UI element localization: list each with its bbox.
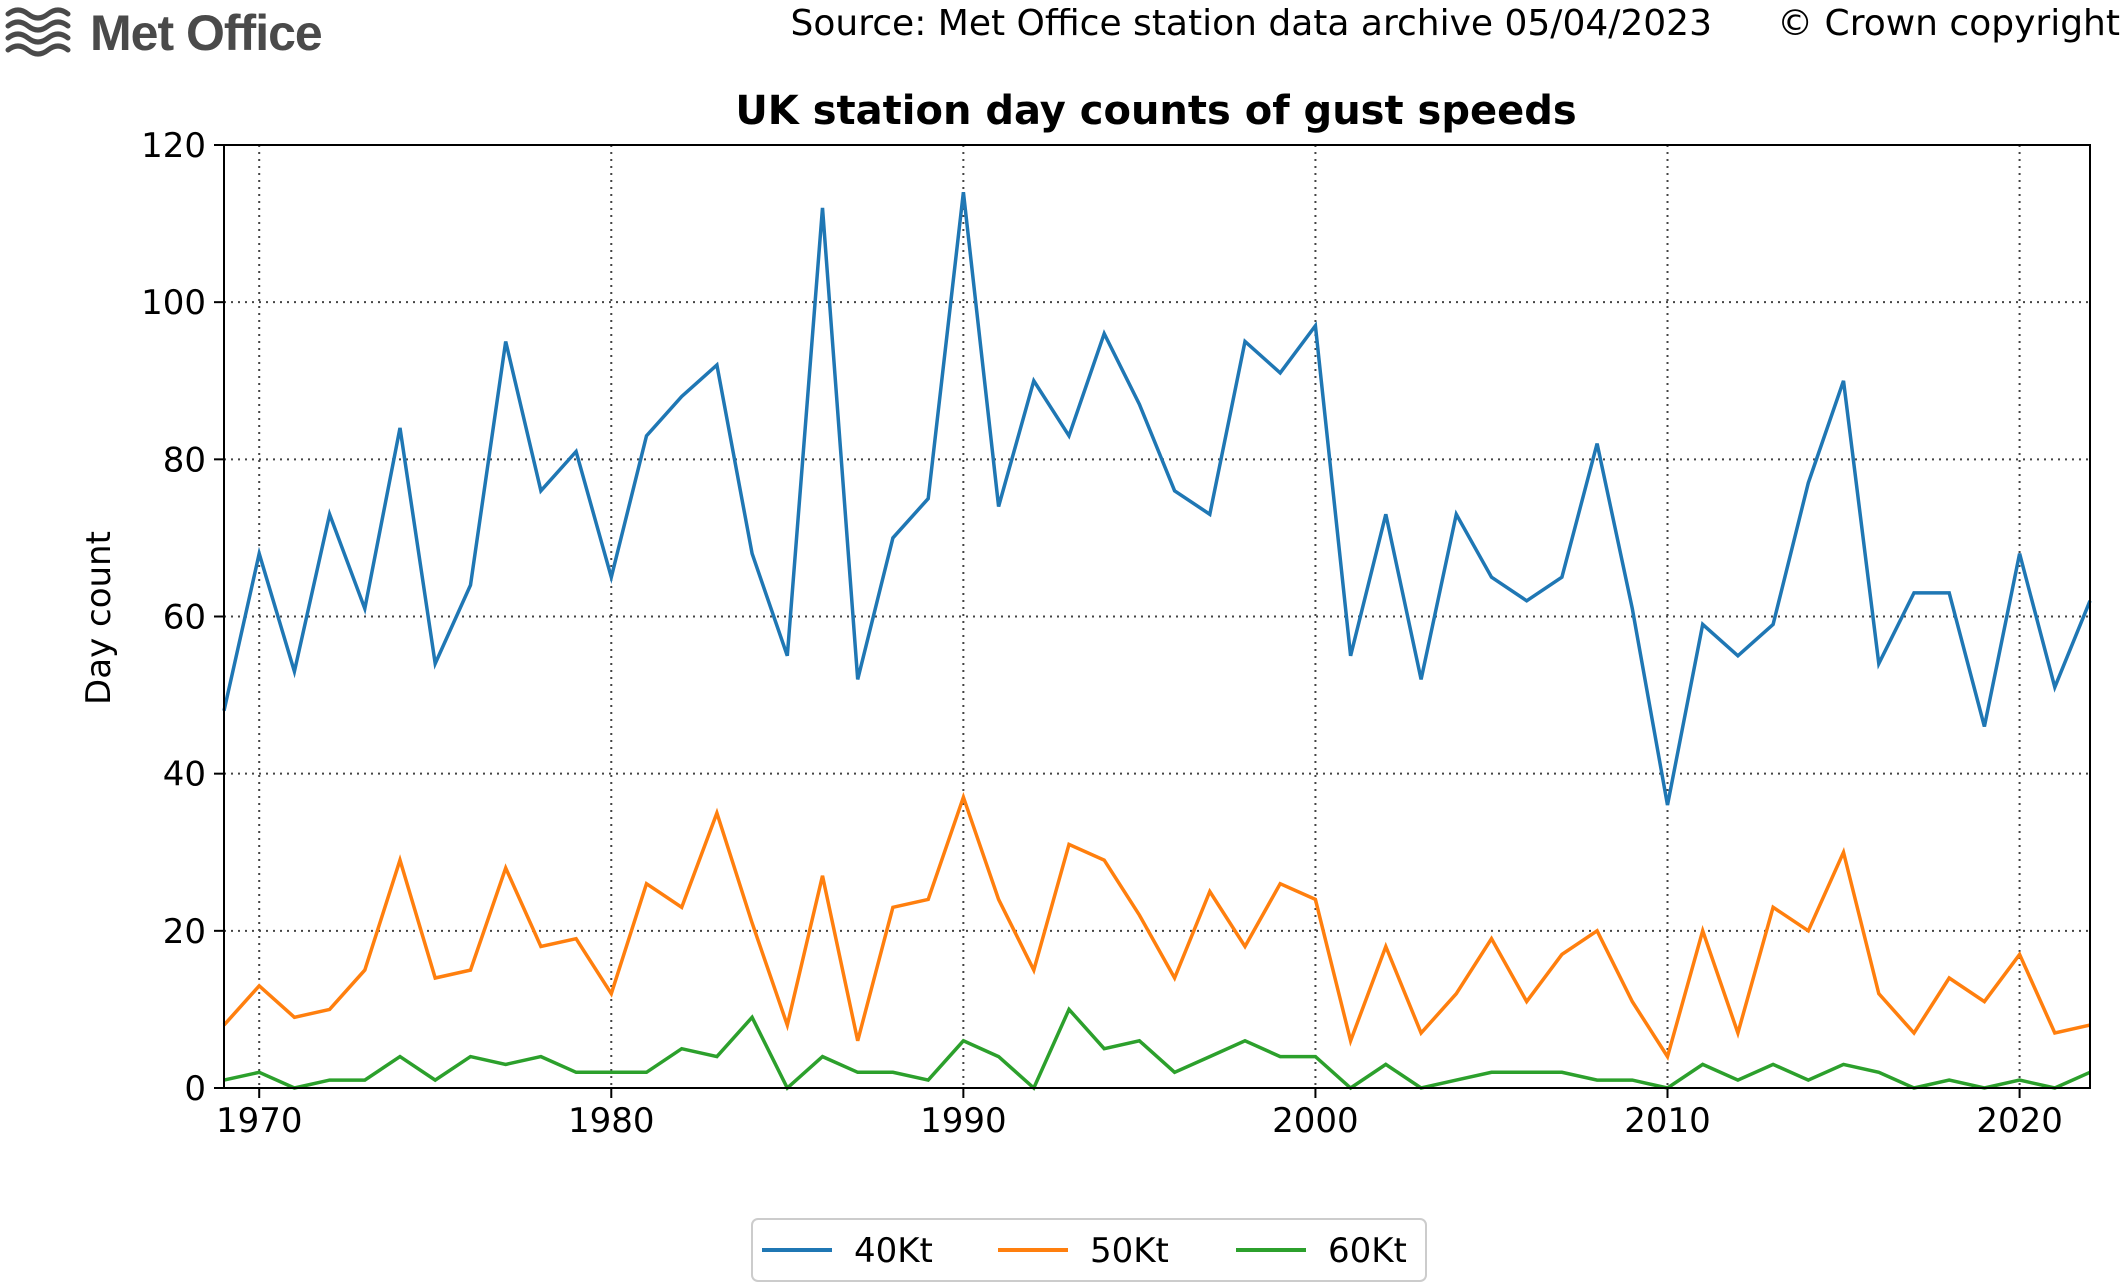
y-tick-label: 60 bbox=[163, 598, 206, 638]
y-tick-label: 80 bbox=[163, 440, 206, 480]
chart-title: UK station day counts of gust speeds bbox=[735, 88, 1576, 134]
x-tick-label: 1970 bbox=[216, 1101, 303, 1141]
series-line-50kt bbox=[222, 791, 2091, 1061]
y-tick-label: 0 bbox=[184, 1069, 206, 1109]
y-tick-label: 100 bbox=[141, 283, 206, 323]
x-tick-label: 2020 bbox=[1976, 1101, 2063, 1141]
x-tick-label: 1990 bbox=[920, 1101, 1007, 1141]
legend: 40Kt 50Kt 60Kt bbox=[751, 1218, 1427, 1282]
series-line-60kt bbox=[223, 1006, 2091, 1091]
source-text: Source: Met Office station data archive … bbox=[791, 3, 1712, 44]
legend-label-60kt: 60Kt bbox=[1328, 1231, 1407, 1271]
y-tick-label: 40 bbox=[163, 755, 206, 795]
axis-ticks: 1970 1980 1990 2000 2010 2020 0 20 40 60 80 100 120 bbox=[141, 126, 2063, 1141]
legend-label-40kt: 40Kt bbox=[854, 1231, 933, 1271]
waves-icon bbox=[5, 7, 71, 57]
legend-label-50kt: 50Kt bbox=[1090, 1231, 1169, 1271]
series-lines bbox=[222, 192, 2092, 1091]
x-tick-label: 2010 bbox=[1624, 1101, 1711, 1141]
legend-box bbox=[751, 1218, 1427, 1282]
met-office-logo: Met Office bbox=[5, 5, 323, 61]
series-line-40kt bbox=[222, 192, 2092, 806]
copyright-text: © Crown copyright bbox=[1777, 3, 2120, 44]
x-tick-label: 1980 bbox=[568, 1101, 655, 1141]
x-tick-label: 2000 bbox=[1272, 1101, 1359, 1141]
y-axis-label: Day count bbox=[79, 531, 119, 705]
logo-text: Met Office bbox=[90, 5, 322, 61]
y-tick-label: 20 bbox=[163, 912, 206, 952]
y-tick-label: 120 bbox=[141, 126, 206, 166]
